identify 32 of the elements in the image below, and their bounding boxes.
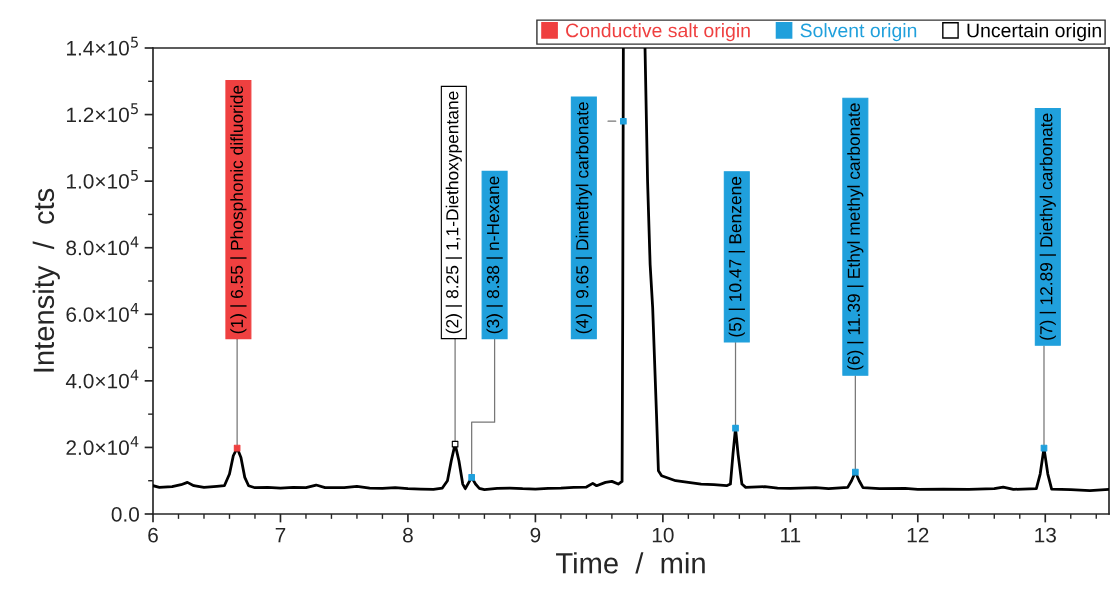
x-tick-label: 8: [403, 527, 413, 543]
point: [732, 424, 739, 432]
x-tick-label: 9: [530, 527, 541, 543]
x-tick-label: 13: [1035, 527, 1056, 543]
x-tick-label: 11: [781, 527, 801, 543]
point: [620, 117, 627, 125]
y-tick-label: 4.0×10$^{4}$: [65, 369, 139, 389]
annotation: (2) | 8.25 | 1,1-Diethoxypentane: [445, 91, 462, 334]
y-axis-title: Intensity / cts: [32, 188, 60, 372]
y-tick-label: 1.0×10$^{5}$: [67, 169, 138, 189]
y-tick-label: 2.0×10$^{4}$: [66, 436, 139, 456]
x-axis-title: Time / min: [556, 552, 705, 574]
point: [468, 474, 475, 481]
point: [852, 468, 859, 476]
y-tick-label: 1.2×10$^{5}$: [67, 103, 138, 123]
x-tick-label: 12: [907, 527, 929, 543]
legend-label: Conductive salt origin: [566, 23, 750, 42]
y-tick-label: 1.4×10$^{5}$: [67, 36, 138, 56]
annotation: (7) | 12.89 | Diethyl carbonate: [1039, 113, 1056, 340]
annotation: (5) | 10.47 | Benzene: [728, 176, 745, 337]
y-tick-label: 6.0×10$^{4}$: [66, 303, 139, 322]
y-tick-label: 0.0: [111, 507, 139, 522]
x-tick-label: 7: [275, 527, 286, 543]
y-tick-label: 8.0×10$^{4}$: [66, 236, 139, 256]
legend-label: Uncertain origin: [967, 23, 1101, 42]
annotation: (4) | 9.65 | Dimethyl carbonate: [575, 102, 592, 334]
annotation: (3) | 8.38 | n-Hexane: [486, 176, 503, 334]
annotation: (1) | 6.55 | Phosphonic difluoride: [230, 85, 247, 334]
annotation: (6) | 11.39 | Ethyl methyl carbonate: [847, 103, 864, 370]
x-tick-label: 6: [148, 527, 158, 543]
x-tick-label: 10: [652, 527, 674, 543]
legend-label: Solvent origin: [800, 23, 917, 42]
